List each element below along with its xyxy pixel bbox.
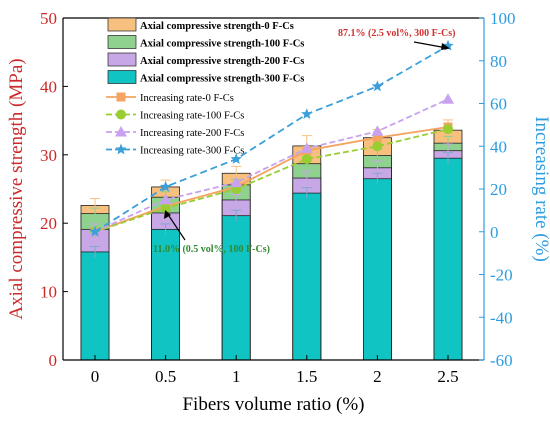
right-tick-label-2: -20 (490, 266, 513, 285)
bar-3-5 (433, 157, 463, 361)
point-3-3 (301, 108, 313, 119)
x-axis-title: Fibers volume ratio (%) (182, 394, 364, 415)
left-tick-label-3: 30 (40, 146, 57, 165)
right-tick-label-5: 40 (490, 137, 507, 156)
point-1-3 (301, 154, 312, 165)
point-3-4 (371, 80, 384, 92)
point-2-2 (230, 176, 243, 188)
legend-marker-0 (116, 92, 126, 102)
bar-3-4 (362, 178, 392, 361)
point-3-2 (230, 153, 242, 164)
point-3-1 (159, 180, 172, 192)
point-1-1 (160, 203, 171, 214)
legend-marker-2 (115, 126, 127, 137)
legend-marker-1 (116, 109, 126, 120)
legend-marker-3 (115, 143, 127, 155)
right-tick-label-8: 100 (490, 9, 516, 28)
axes: 0 10 20 30 40 50 -60 -40 -20 0 20 40 60 80 100 0 0.5 1 1.5… (6, 9, 550, 415)
x-tick-label-4: 2 (373, 367, 382, 386)
x-tick-label-3: 1.5 (296, 367, 317, 386)
legend-swatch-bar-0 (107, 17, 137, 32)
right-tick-label-6: 60 (490, 95, 507, 114)
legend-label-bar-1: Axial compressive strength-100 F-Cs (140, 39, 304, 50)
right-axis-title: Increasing rate (%) (531, 116, 550, 262)
left-axis-title: Axial compressive strength (MPa) (6, 58, 27, 319)
right-tick-label-0: -60 (490, 351, 513, 370)
left-tick-label-2: 20 (40, 214, 57, 233)
legend: Axial compressive strength-0 F-Cs Axial c… (106, 17, 304, 157)
legend-swatch-bar-1 (107, 35, 137, 49)
point-2-1 (159, 193, 172, 205)
legend-label-line-2: Increasing rate-200 F-Cs (140, 128, 244, 139)
legend-label-bar-2: Axial compressive strength-200 F-Cs (140, 56, 304, 67)
legend-label-line-0: Increasing rate-0 F-Cs (140, 93, 234, 104)
point-2-3 (300, 142, 313, 153)
annotation-min-arrowhead (164, 210, 171, 219)
right-tick-label-3: 0 (490, 223, 499, 242)
point-0-4 (372, 133, 382, 143)
legend-label-line-1: Increasing rate-100 F-Cs (140, 111, 244, 122)
line-layer (89, 39, 454, 237)
left-tick-label-4: 40 (40, 77, 57, 96)
x-tick-label-2: 1 (232, 367, 241, 386)
annotation-max: 87.1% (2.5 vol%, 300 F-Cs) (338, 28, 456, 39)
left-tick-label-5: 50 (40, 9, 57, 28)
bar-layer (80, 119, 463, 361)
legend-swatch-bar-3 (107, 70, 137, 84)
series-line-3 (94, 45, 449, 233)
bar-3-3 (292, 192, 322, 361)
annotation-min: 11.0% (0.5 vol%, 100 F-Cs) (153, 244, 270, 255)
legend-label-line-3: Increasing rate-300 F-Cs (140, 146, 244, 157)
annotations: 87.1% (2.5 vol%, 300 F-Cs) 11.0% (0.5 vol… (153, 28, 456, 255)
right-tick-label-7: 80 (490, 52, 507, 71)
annotation-min-arrow (166, 212, 186, 241)
right-tick-label-1: -40 (490, 308, 513, 327)
x-tick-label-0: 0 (91, 367, 100, 386)
series-line-1 (94, 128, 449, 233)
point-2-5 (442, 93, 454, 104)
point-3-5 (442, 39, 454, 51)
series-line-2 (94, 98, 449, 233)
x-tick-label-1: 0.5 (155, 367, 176, 386)
legend-label-bar-3: Axial compressive strength-300 F-Cs (140, 74, 304, 85)
series-line-0 (94, 126, 449, 233)
point-2-4 (371, 125, 384, 136)
point-3-0 (89, 225, 101, 237)
point-1-5 (443, 124, 453, 135)
right-tick-label-4: 20 (490, 180, 507, 199)
bar-3-2 (221, 215, 251, 361)
bar-3-1 (151, 228, 181, 361)
left-tick-label-0: 0 (49, 351, 58, 370)
left-tick-label-1: 10 (40, 283, 57, 302)
bar-3-0 (80, 251, 110, 361)
annotation-max-arrowhead (441, 43, 450, 50)
point-1-4 (372, 141, 383, 152)
legend-label-bar-0: Axial compressive strength-0 F-Cs (140, 21, 294, 32)
x-tick-label-5: 2.5 (437, 367, 458, 386)
legend-swatch-bar-2 (107, 52, 137, 67)
